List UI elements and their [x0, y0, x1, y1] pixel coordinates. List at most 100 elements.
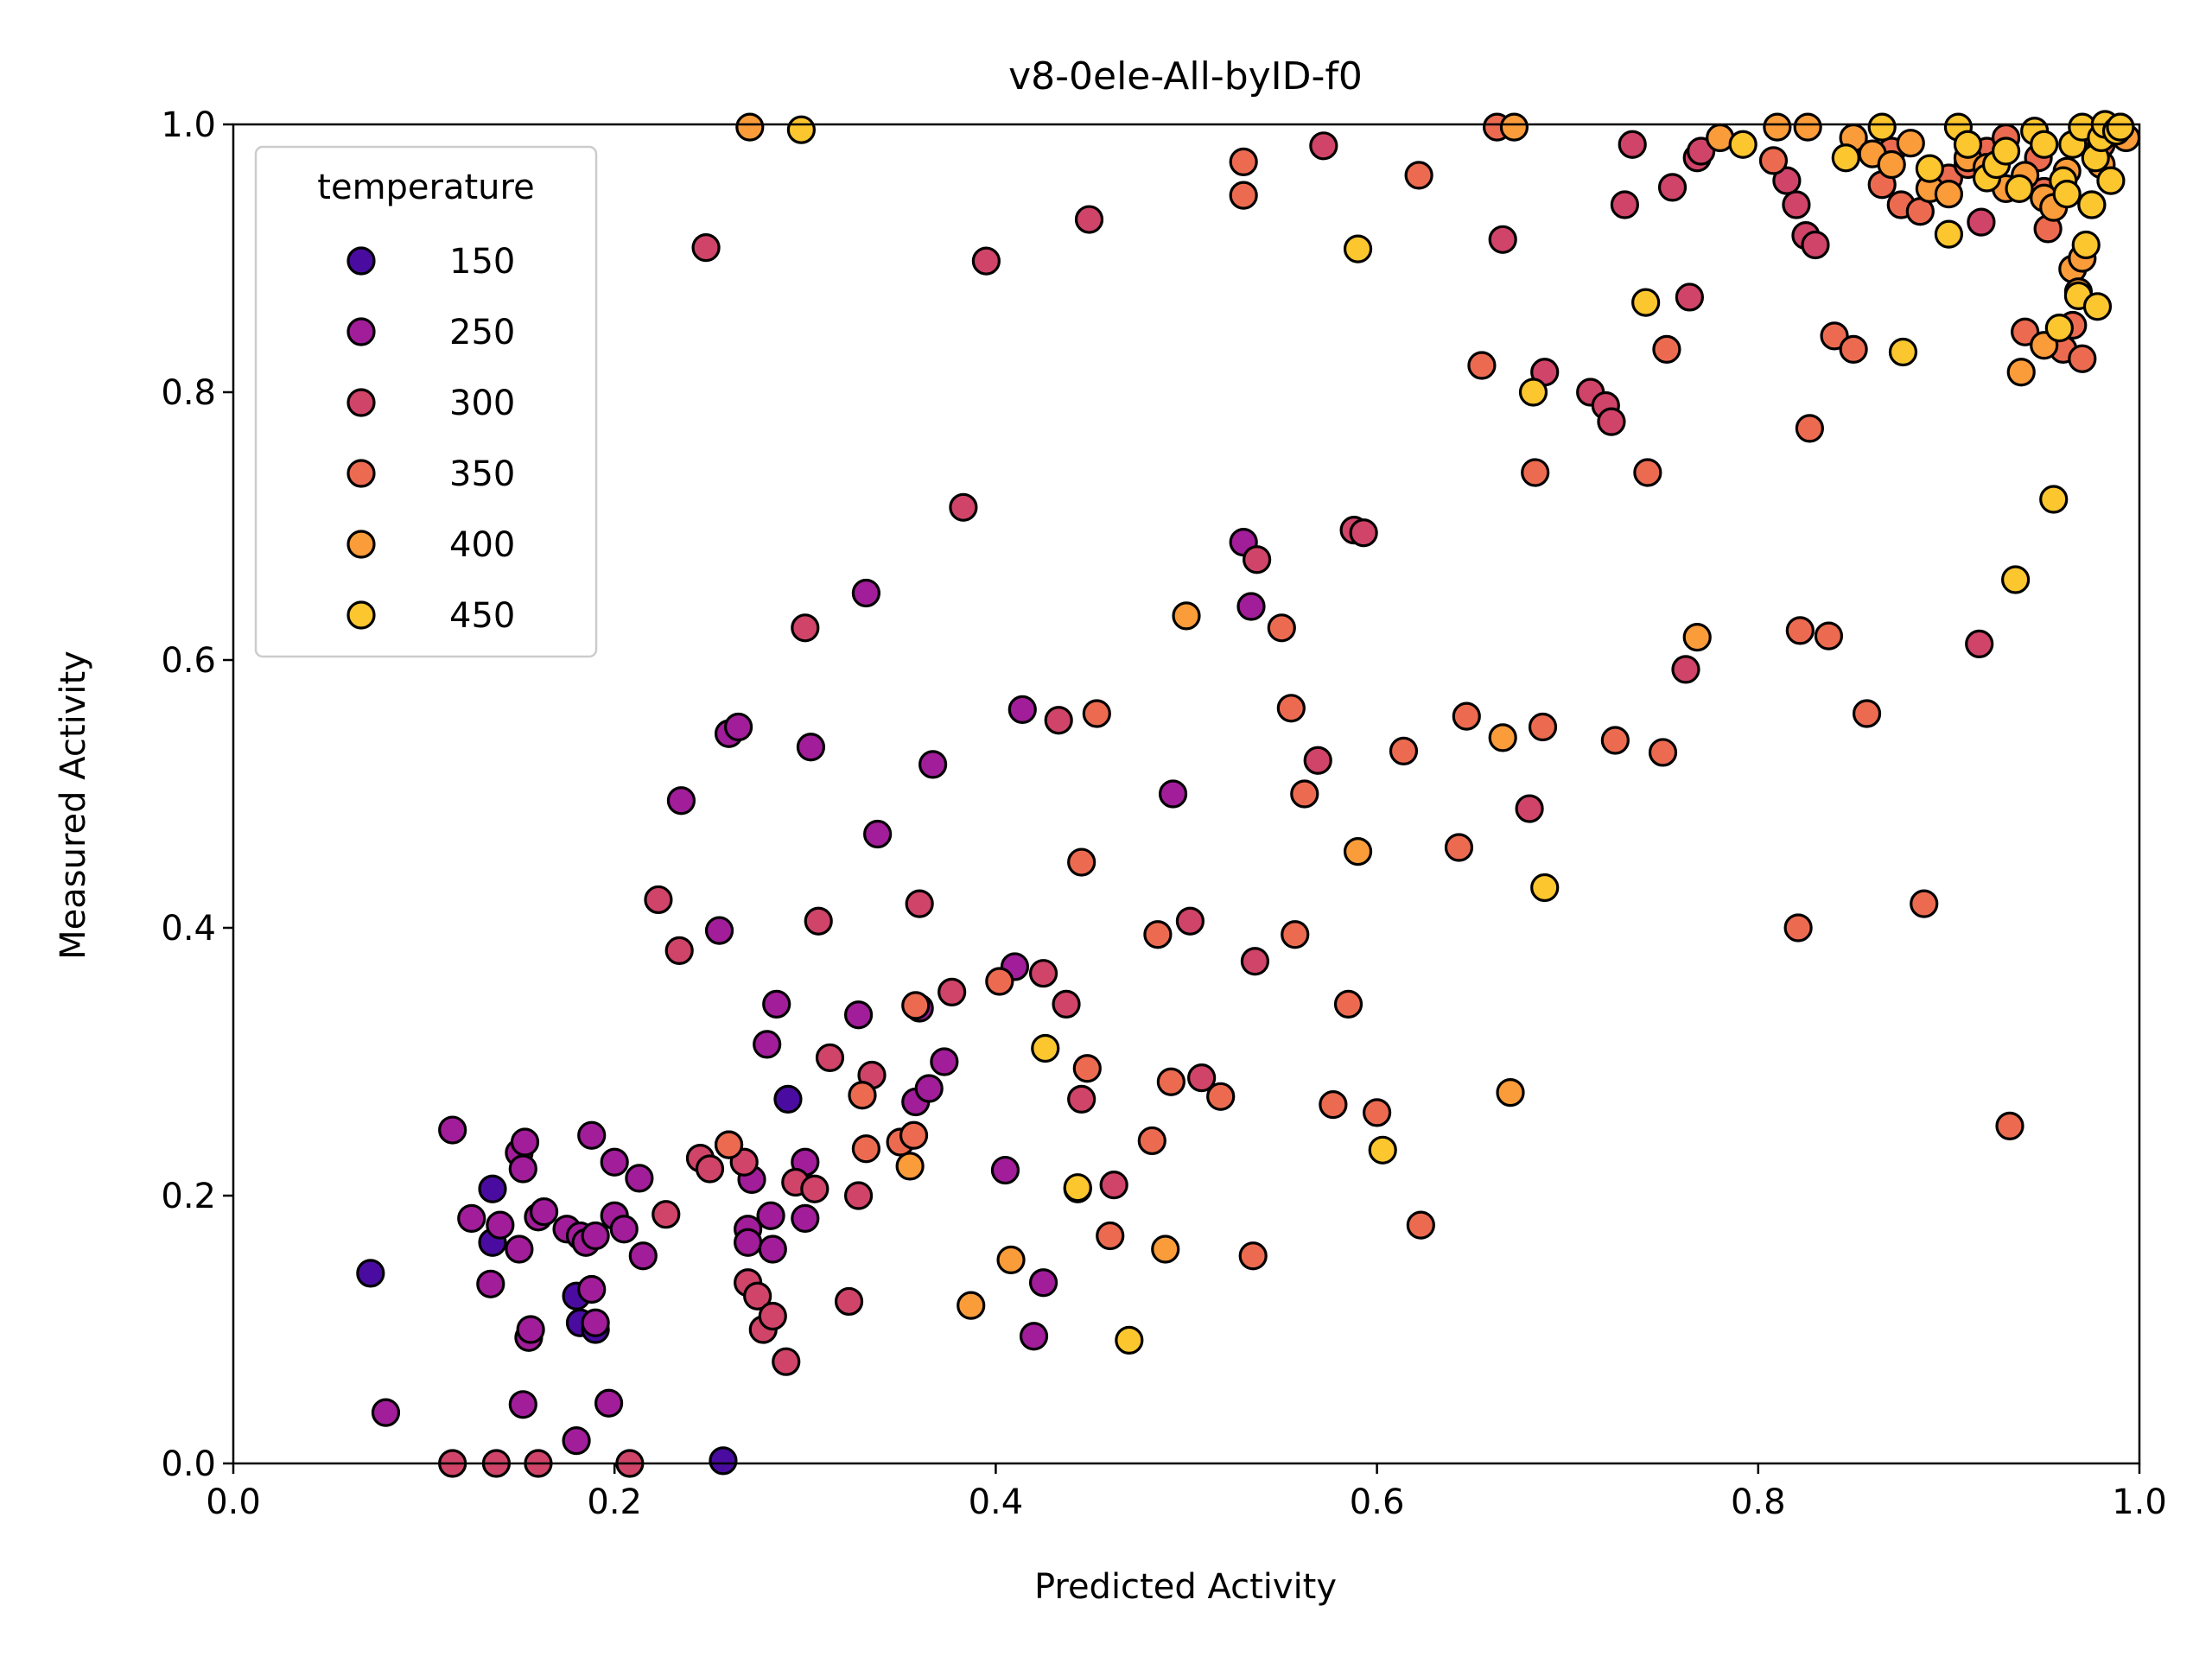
data-point-350: [2011, 317, 2040, 346]
data-point-300: [743, 1281, 772, 1311]
data-point-250: [930, 1047, 959, 1076]
data-point-300: [1175, 906, 1205, 936]
data-point-300: [1515, 794, 1544, 823]
legend-title: temperature: [317, 168, 534, 207]
data-point-450: [1368, 1135, 1397, 1165]
data-point-450: [1518, 378, 1548, 407]
legend-marker: [346, 600, 376, 630]
data-point-350: [1814, 621, 1844, 651]
data-point-300: [1349, 518, 1378, 548]
y-tick-label: 0.8: [161, 373, 216, 413]
data-point-250: [510, 1127, 540, 1157]
data-point-450: [2052, 180, 2082, 209]
data-point-450: [1888, 337, 1918, 367]
data-point-450: [1631, 288, 1661, 317]
y-axis-ticks: 0.0 0.2 0.4 0.6 0.8 1.0: [161, 105, 233, 1484]
legend-entries: 150 250 300 350 400 450: [346, 242, 515, 636]
data-point-450: [2106, 112, 2135, 142]
data-point-450: [1063, 1173, 1092, 1203]
data-point-300: [695, 1154, 725, 1184]
legend-marker: [346, 388, 376, 417]
chart-title: v8-0ele-All-byID-f0: [1008, 54, 1363, 98]
data-point-250: [1019, 1322, 1049, 1351]
data-point-450: [1530, 873, 1560, 903]
data-point-300: [938, 977, 967, 1007]
data-point-300: [664, 936, 694, 965]
data-point-300: [843, 1181, 874, 1210]
data-point-250: [723, 712, 753, 742]
data-point-300: [644, 885, 673, 915]
data-point-350: [1648, 738, 1678, 767]
x-axis-ticks: 0.0 0.2 0.4 0.6 0.8 1.0: [206, 1463, 2167, 1522]
data-point-250: [562, 1426, 591, 1456]
data-point-450: [2044, 314, 2074, 343]
data-point-450: [1991, 136, 2021, 166]
data-point-150: [356, 1259, 385, 1288]
data-point-400: [1877, 149, 1906, 180]
data-point-350: [1467, 351, 1497, 380]
data-point-300: [1671, 655, 1700, 684]
data-point-250: [371, 1398, 401, 1427]
data-point-350: [1600, 726, 1630, 755]
data-point-250: [843, 1000, 874, 1030]
data-point-450: [1934, 219, 1963, 249]
data-point-300: [949, 492, 978, 522]
data-point-350: [1758, 146, 1789, 175]
data-point-300: [1488, 225, 1517, 254]
legend-label: 350: [449, 454, 515, 494]
x-tick-label: 0.0: [206, 1482, 261, 1522]
data-point-350: [1238, 1241, 1268, 1271]
data-point-400: [1151, 1235, 1180, 1264]
data-point-350: [1072, 1054, 1102, 1083]
legend-label: 400: [449, 525, 515, 565]
data-point-250: [486, 1210, 515, 1240]
data-point-450: [1031, 1033, 1060, 1063]
data-point-250: [505, 1235, 534, 1264]
data-point-350: [1267, 613, 1296, 643]
y-tick-label: 0.2: [161, 1177, 216, 1216]
data-point-150: [773, 1084, 803, 1114]
data-point-250: [734, 1228, 763, 1257]
data-point-300: [652, 1200, 681, 1229]
legend-label: 250: [449, 313, 515, 352]
data-point-250: [600, 1147, 629, 1177]
data-point-400: [1793, 112, 1822, 142]
data-point-300: [791, 613, 820, 643]
data-point-400: [1763, 112, 1792, 142]
data-point-450: [1115, 1325, 1144, 1355]
data-point-350: [1229, 181, 1258, 210]
legend-marker: [346, 459, 376, 488]
data-point-350: [1444, 833, 1474, 862]
data-point-350: [1082, 699, 1111, 728]
data-point-250: [476, 1269, 505, 1298]
data-point-450: [2005, 174, 2034, 203]
data-point-350: [851, 1134, 880, 1164]
data-point-400: [895, 1152, 925, 1181]
data-point-350: [1404, 161, 1433, 190]
data-point-450: [2071, 230, 2101, 260]
data-point-350: [1206, 1082, 1236, 1111]
data-point-300: [804, 906, 833, 936]
legend-label: 450: [449, 596, 515, 636]
data-point-450: [786, 115, 816, 144]
data-point-300: [1782, 190, 1811, 219]
data-point-350: [1839, 334, 1868, 364]
data-point-400: [1343, 837, 1373, 866]
data-point-450: [1915, 154, 1944, 183]
data-point-450: [1831, 143, 1860, 173]
data-point-400: [957, 1291, 986, 1320]
data-point-350: [1406, 1210, 1435, 1240]
data-point-350: [1143, 920, 1173, 949]
y-tick-label: 0.6: [161, 641, 216, 681]
data-point-400: [1682, 623, 1712, 652]
legend-marker: [346, 246, 376, 276]
data-point-400: [2006, 358, 2036, 387]
data-point-400: [1896, 129, 1925, 158]
data-point-350: [1795, 414, 1824, 443]
data-point-400: [1488, 723, 1517, 752]
data-point-250: [581, 1221, 610, 1251]
data-point-350: [1276, 694, 1306, 723]
data-point-450: [1728, 130, 1758, 159]
data-point-250: [851, 578, 880, 608]
